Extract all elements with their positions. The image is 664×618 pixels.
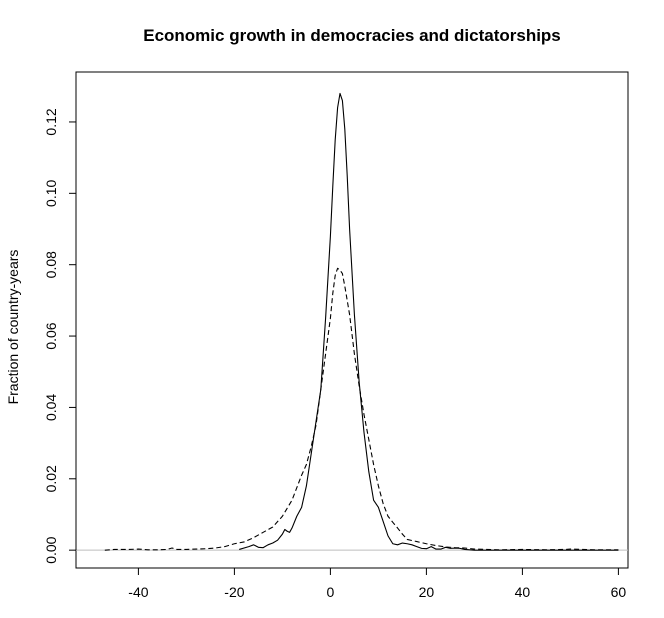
y-axis: 0.00 0.02 0.04 0.06 0.08 0.10 0.12 <box>43 108 77 564</box>
y-axis-label: Fraction of country-years <box>5 250 21 405</box>
x-tick-label: 20 <box>419 584 435 600</box>
plot-frame <box>75 71 629 569</box>
density-series-dashed <box>104 267 619 551</box>
x-tick-label: -20 <box>224 584 244 600</box>
density-series-solid <box>239 92 619 551</box>
x-tick-label: 60 <box>611 584 627 600</box>
x-tick-label: -40 <box>128 584 148 600</box>
x-tick-label: 0 <box>327 584 335 600</box>
y-tick-label: 0.08 <box>43 251 59 278</box>
y-tick-label: 0.00 <box>43 536 59 563</box>
x-tick-label: 40 <box>515 584 531 600</box>
y-tick-label: 0.10 <box>43 179 59 206</box>
y-tick-label: 0.04 <box>43 394 59 421</box>
y-tick-label: 0.02 <box>43 465 59 492</box>
y-tick-label: 0.06 <box>43 322 59 349</box>
y-tick-label: 0.12 <box>43 108 59 135</box>
x-axis: -40 -20 0 20 40 60 <box>128 567 627 600</box>
chart-title: Economic growth in democracies and dicta… <box>143 26 561 45</box>
series-layer <box>104 92 619 551</box>
